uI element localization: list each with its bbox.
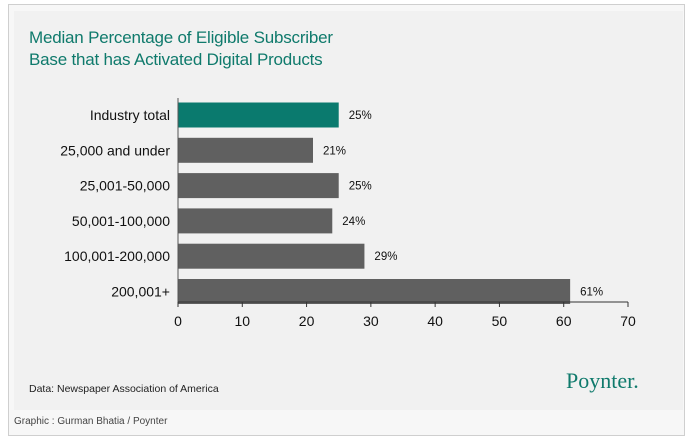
bar-1	[178, 137, 313, 163]
x-tick-label-2: 20	[299, 313, 315, 329]
category-label-1: 25,000 and under	[60, 142, 170, 158]
value-label-4: 29%	[374, 251, 397, 263]
bar-2	[178, 173, 339, 199]
graphic-credit: Graphic : Gurman Bhatia / Poynter	[14, 416, 168, 427]
poynter-logo: Poynter.	[566, 368, 639, 393]
category-label-5: 200,001+	[111, 284, 170, 300]
bar-5	[178, 279, 571, 304]
x-tick-label-1: 10	[234, 313, 250, 329]
bar-3	[178, 208, 333, 234]
x-tick-label-5: 50	[492, 313, 508, 329]
category-label-2: 25,001-50,000	[80, 178, 171, 194]
x-tick-label-0: 0	[174, 313, 182, 329]
value-label-1: 21%	[323, 145, 346, 157]
category-label-3: 50,001-100,000	[72, 213, 170, 229]
bar-4	[178, 243, 365, 269]
category-label-4: 100,001-200,000	[64, 248, 170, 264]
x-tick-label-4: 40	[427, 313, 443, 329]
x-tick-label-6: 60	[556, 313, 572, 329]
value-label-5: 61%	[580, 287, 603, 299]
category-label-0: Industry total	[90, 107, 170, 123]
chart-panel	[14, 11, 683, 410]
chart-title: Median Percentage of Eligible Subscriber…	[29, 27, 333, 71]
data-source: Data: Newspaper Association of America	[29, 383, 219, 395]
x-tick-label-7: 70	[620, 313, 636, 329]
title-line-2: Base that has Activated Digital Products	[29, 50, 323, 69]
value-label-0: 25%	[349, 110, 372, 122]
value-label-3: 24%	[342, 216, 365, 228]
bar-0	[178, 102, 339, 128]
title-line-1: Median Percentage of Eligible Subscriber	[29, 28, 333, 47]
value-label-2: 25%	[349, 181, 372, 193]
x-tick-label-3: 30	[363, 313, 379, 329]
